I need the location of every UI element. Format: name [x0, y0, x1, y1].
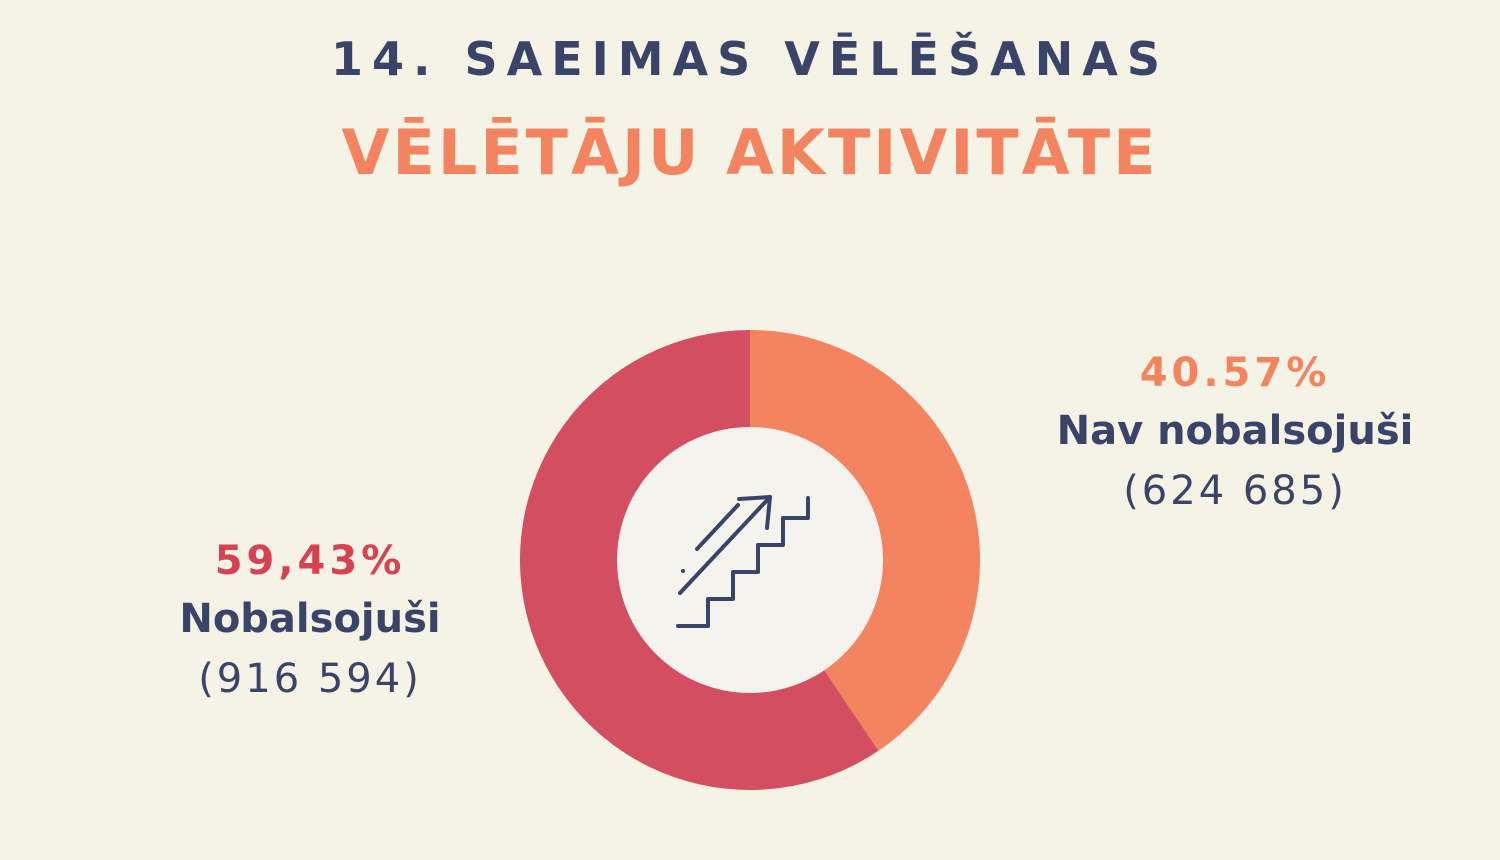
- chart-subtitle: VĒLĒTĀJU AKTIVITĀTE: [341, 116, 1159, 189]
- label-voted: 59,43% Nobalsojuši (916 594): [150, 538, 470, 702]
- label-voted-percent: 59,43%: [214, 538, 406, 584]
- stairs-arrow-up-icon: [676, 495, 810, 628]
- label-not-voted: 40.57% Nav nobalsojuši (624 685): [1040, 350, 1430, 514]
- label-not-voted-count: (624 685): [1123, 468, 1347, 514]
- donut-center: [617, 427, 883, 693]
- label-voted-name: Nobalsojuši: [179, 596, 441, 642]
- label-voted-count: (916 594): [198, 656, 422, 702]
- label-not-voted-percent: 40.57%: [1139, 350, 1331, 396]
- chart-title: 14. SAEIMAS VĒLĒŠANAS: [330, 32, 1169, 86]
- label-not-voted-name: Nav nobalsojuši: [1056, 408, 1414, 454]
